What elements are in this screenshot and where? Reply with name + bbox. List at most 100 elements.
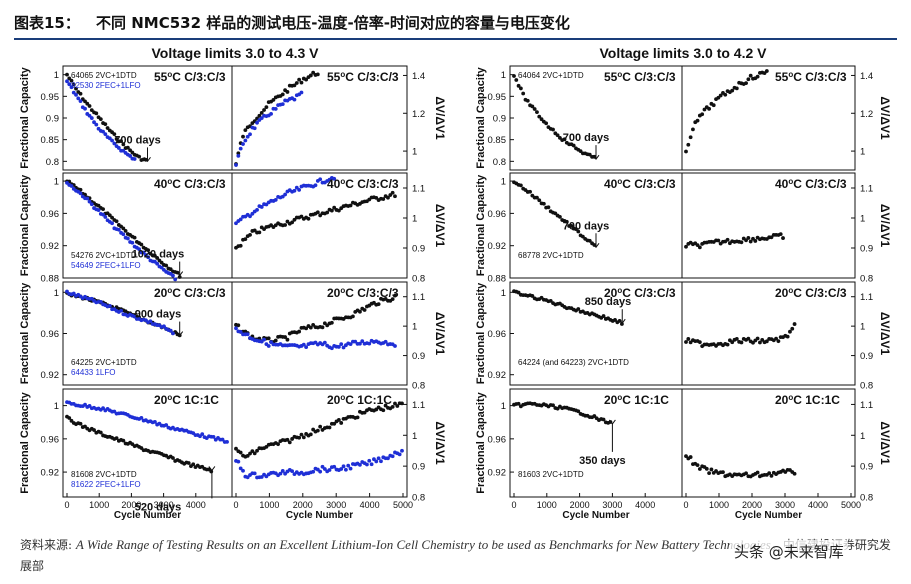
cap-data-point (601, 314, 606, 318)
cap-data-point (512, 74, 516, 78)
dv-tick-label: 0.8 (860, 493, 873, 504)
cap-tick-label: 1 (54, 70, 59, 81)
cap-data-point (146, 248, 151, 253)
dv-data-point (684, 149, 688, 154)
cap-data-point (168, 328, 173, 333)
dv-data-point (248, 451, 252, 456)
cap-data-point (83, 99, 87, 104)
dv-data-point (255, 448, 259, 453)
condition-label-left: 20oC 1C:1C (154, 393, 219, 407)
x-tick-label: 5000 (393, 500, 413, 510)
dv-data-point (238, 450, 243, 455)
cap-data-point (116, 227, 121, 232)
cap-data-point (137, 154, 142, 159)
dv-data-point (769, 473, 774, 478)
dv-data-point (393, 194, 397, 199)
x-axis-label: Cycle Number (562, 510, 629, 521)
condition-label-left: 20oC 1C:1C (604, 393, 669, 407)
dv-data-point (292, 217, 297, 222)
legend-entry: 64065 2VC+1DTD (71, 71, 137, 80)
dv-data-point (236, 151, 241, 156)
cap-tick-label: 1 (54, 177, 59, 188)
cap-data-point (69, 78, 74, 83)
dv-data-point (304, 345, 309, 349)
dv-data-point (308, 325, 313, 330)
cap-data-point (601, 417, 606, 422)
dv-data-point (723, 92, 728, 97)
dv-data-point (301, 435, 306, 440)
dv-data-point (778, 232, 783, 237)
dv-data-point (325, 210, 330, 215)
dv-data-point (776, 339, 781, 344)
cap-tick-label: 0.85 (41, 135, 60, 146)
cap-data-point (576, 409, 581, 414)
dv-data-point (262, 108, 266, 112)
condition-label-left: 20oC C/3:C/3 (154, 286, 226, 300)
dv-data-point (318, 424, 323, 429)
cap-data-point (98, 430, 103, 435)
dv-tick-label: 1 (412, 147, 417, 158)
dv-tick-label: 1 (412, 322, 417, 333)
figure-chart-area: Voltage limits 3.0 to 4.3 V 0.8 0.85 0.9 0.9… (19, 45, 892, 521)
days-arrowhead (176, 331, 184, 337)
dv-data-point (358, 462, 362, 467)
legend-entry: 64225 2VC+1DTD (71, 358, 137, 367)
cap-data-point (155, 256, 160, 260)
cap-data-point (65, 79, 69, 84)
y-axis-label-dv: ΔV/ΔV1 (878, 96, 892, 140)
cap-tick-label: 0.92 (488, 468, 507, 479)
x-tick-label: 0 (64, 500, 69, 510)
cap-data-point (518, 183, 523, 188)
cap-data-point (139, 242, 144, 247)
dv-data-point (758, 340, 762, 345)
dv-tick-label: 1 (860, 214, 865, 225)
cap-data-point (525, 98, 530, 103)
dv-data-point (250, 211, 255, 216)
cap-data-point (103, 132, 108, 137)
cap-data-point (87, 199, 92, 204)
cap-data-point (132, 235, 137, 240)
dv-data-point (397, 452, 402, 457)
dv-data-point (250, 449, 255, 454)
cap-tick-label: 1 (501, 70, 506, 81)
dv-data-point (290, 469, 295, 474)
dv-tick-label: 1.4 (860, 71, 873, 82)
cap-data-point (521, 91, 526, 96)
dv-data-point (379, 459, 383, 464)
dv-data-point (236, 459, 241, 464)
days-annotation: 1020 days (132, 249, 185, 261)
dv-data-point (764, 339, 769, 344)
x-tick-label: 3000 (154, 500, 174, 510)
cap-data-point (516, 83, 521, 88)
days-annotation: 350 days (579, 455, 625, 467)
cap-tick-label: 0.8 (46, 157, 59, 168)
dv-data-point (739, 240, 744, 245)
dv-data-point (746, 77, 751, 82)
dv-data-point (684, 340, 688, 344)
dv-data-point (386, 195, 390, 200)
cap-data-point (558, 214, 562, 219)
cap-tick-label: 0.96 (488, 209, 507, 220)
cap-data-point (576, 307, 581, 311)
dv-tick-label: 1.4 (412, 71, 425, 82)
condition-label-left: 40oC C/3:C/3 (154, 177, 226, 191)
dv-data-point (711, 103, 716, 108)
dv-data-point (709, 467, 714, 472)
dv-data-point (245, 453, 250, 458)
x-tick-label: 5000 (841, 500, 861, 510)
cap-data-point (69, 85, 74, 90)
dv-tick-label: 1.1 (412, 292, 425, 303)
cap-data-point (101, 129, 105, 134)
dv-data-point (292, 97, 297, 102)
dv-tick-label: 0.9 (860, 351, 873, 362)
condition-label-right: 20oC 1C:1C (327, 393, 392, 407)
legend-entry: 68778 2VC+1DTD (518, 251, 584, 260)
dv-data-point (245, 134, 250, 139)
cap-tick-label: 1 (501, 177, 506, 188)
dv-data-point (311, 70, 316, 75)
dv-data-point (304, 77, 309, 82)
chart-title: Voltage limits 3.0 to 4.2 V (599, 45, 767, 61)
days-arrowhead (592, 154, 600, 161)
dv-data-point (348, 203, 353, 208)
cap-data-point (514, 78, 519, 82)
